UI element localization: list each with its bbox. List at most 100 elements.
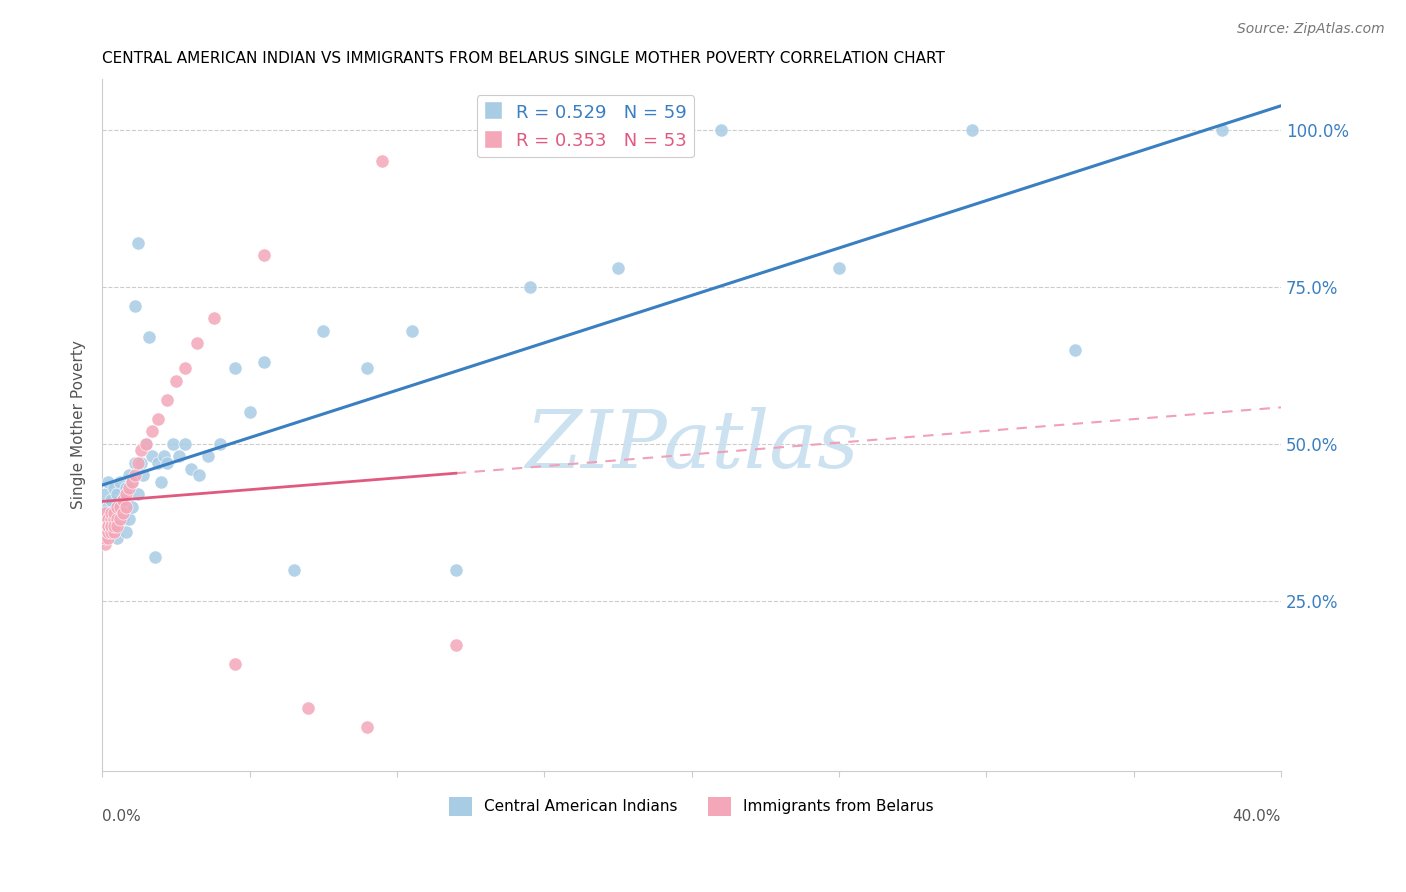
Point bbox=[94, 518, 117, 533]
Text: Source: ZipAtlas.com: Source: ZipAtlas.com bbox=[1237, 22, 1385, 37]
Point bbox=[100, 512, 122, 526]
Point bbox=[105, 500, 128, 514]
Point bbox=[173, 437, 195, 451]
Point bbox=[100, 524, 122, 539]
Point bbox=[114, 487, 136, 501]
Point bbox=[124, 299, 146, 313]
Point bbox=[124, 468, 146, 483]
Point bbox=[224, 361, 246, 376]
Point bbox=[108, 500, 131, 514]
Point bbox=[224, 657, 246, 671]
Point bbox=[100, 518, 122, 533]
Point bbox=[97, 512, 120, 526]
Point bbox=[129, 456, 152, 470]
Point bbox=[105, 518, 128, 533]
Point bbox=[100, 512, 122, 526]
Point bbox=[127, 487, 149, 501]
Point bbox=[97, 512, 120, 526]
Point bbox=[253, 355, 276, 369]
Point bbox=[97, 524, 120, 539]
Point bbox=[105, 487, 128, 501]
Point bbox=[141, 450, 163, 464]
Point bbox=[94, 524, 117, 539]
Point bbox=[138, 330, 160, 344]
Text: ZIPatlas: ZIPatlas bbox=[524, 407, 858, 484]
Point bbox=[127, 235, 149, 250]
Point bbox=[167, 450, 190, 464]
Point bbox=[121, 500, 143, 514]
Point bbox=[100, 493, 122, 508]
Point bbox=[202, 311, 225, 326]
Point bbox=[238, 405, 260, 419]
Text: CENTRAL AMERICAN INDIAN VS IMMIGRANTS FROM BELARUS SINGLE MOTHER POVERTY CORRELA: CENTRAL AMERICAN INDIAN VS IMMIGRANTS FR… bbox=[103, 51, 945, 66]
Point bbox=[94, 487, 117, 501]
Text: 40.0%: 40.0% bbox=[1233, 809, 1281, 823]
Point bbox=[197, 450, 219, 464]
Point bbox=[100, 518, 122, 533]
Point bbox=[124, 456, 146, 470]
Point bbox=[444, 563, 467, 577]
Point bbox=[156, 456, 179, 470]
Point bbox=[94, 531, 117, 545]
Point bbox=[135, 437, 157, 451]
Point bbox=[97, 518, 120, 533]
Point bbox=[111, 506, 134, 520]
Point bbox=[105, 506, 128, 520]
Point bbox=[180, 462, 202, 476]
Point bbox=[111, 493, 134, 508]
Point bbox=[103, 506, 125, 520]
Point bbox=[97, 531, 120, 545]
Point bbox=[356, 361, 378, 376]
Point bbox=[114, 524, 136, 539]
Point bbox=[94, 506, 117, 520]
Point bbox=[103, 481, 125, 495]
Point bbox=[135, 437, 157, 451]
Point bbox=[444, 638, 467, 652]
Point bbox=[94, 518, 117, 533]
Point bbox=[103, 524, 125, 539]
Point bbox=[1211, 122, 1233, 136]
Point bbox=[148, 456, 170, 470]
Point bbox=[94, 518, 117, 533]
Point bbox=[97, 475, 120, 489]
Point bbox=[97, 500, 120, 514]
Point bbox=[118, 481, 141, 495]
Point bbox=[121, 475, 143, 489]
Point bbox=[127, 456, 149, 470]
Y-axis label: Single Mother Poverty: Single Mother Poverty bbox=[72, 341, 86, 509]
Point bbox=[105, 531, 128, 545]
Point bbox=[173, 361, 195, 376]
Point bbox=[148, 411, 170, 425]
Point bbox=[283, 563, 305, 577]
Point bbox=[118, 512, 141, 526]
Point bbox=[108, 512, 131, 526]
Point bbox=[108, 475, 131, 489]
Point bbox=[143, 549, 166, 564]
Point bbox=[97, 524, 120, 539]
Point bbox=[114, 500, 136, 514]
Point bbox=[94, 512, 117, 526]
Point bbox=[297, 701, 319, 715]
Point bbox=[209, 437, 232, 451]
Point bbox=[105, 512, 128, 526]
Point bbox=[114, 481, 136, 495]
Point bbox=[371, 154, 394, 169]
Point bbox=[118, 468, 141, 483]
Point bbox=[94, 531, 117, 545]
Point bbox=[141, 425, 163, 439]
Point bbox=[150, 475, 173, 489]
Point bbox=[253, 248, 276, 262]
Point bbox=[828, 260, 851, 275]
Point bbox=[100, 524, 122, 539]
Text: 0.0%: 0.0% bbox=[103, 809, 141, 823]
Point bbox=[156, 392, 179, 407]
Legend: R = 0.529   N = 59, R = 0.353   N = 53: R = 0.529 N = 59, R = 0.353 N = 53 bbox=[477, 95, 695, 158]
Point bbox=[519, 279, 541, 293]
Point bbox=[94, 537, 117, 551]
Point bbox=[710, 122, 733, 136]
Point bbox=[111, 493, 134, 508]
Point bbox=[108, 500, 131, 514]
Point bbox=[97, 518, 120, 533]
Point bbox=[111, 512, 134, 526]
Point bbox=[103, 518, 125, 533]
